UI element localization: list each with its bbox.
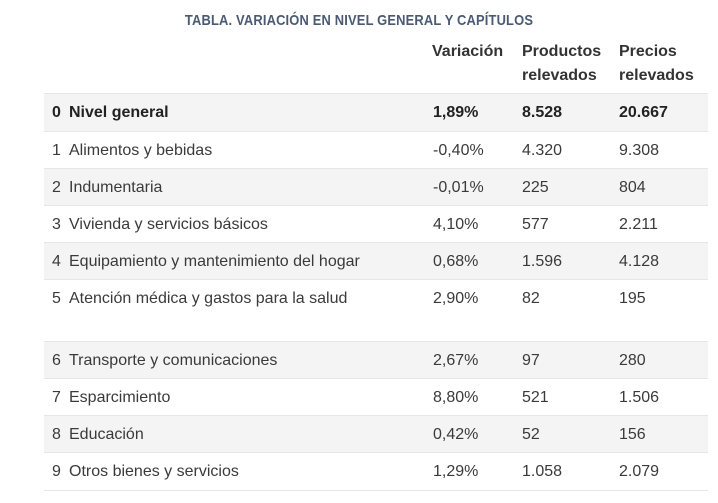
row-productos: 1.596 — [522, 253, 563, 270]
row-precios: 1.506 — [619, 389, 660, 406]
table-row: 4 Equipamiento y mantenimiento del hogar… — [44, 242, 708, 280]
table-row: 5 Atención médica y gastos para la salud… — [44, 279, 708, 317]
row-precios: 195 — [619, 290, 646, 307]
row-variacion: 8,80% — [433, 389, 479, 406]
row-number: 8 — [52, 426, 61, 443]
row-name: Esparcimiento — [69, 389, 171, 406]
table-row: 2 Indumentaria -0,01% 225 804 — [44, 168, 708, 206]
row-precios: 280 — [619, 352, 646, 369]
table-row: 3 Vivienda y servicios básicos 4,10% 577… — [44, 205, 708, 243]
table-row: 6 Transporte y comunicaciones 2,67% 97 2… — [44, 341, 708, 379]
column-header-variacion: Variación — [432, 40, 503, 64]
row-productos: 4.320 — [522, 142, 563, 159]
row-variacion: 2,90% — [433, 290, 479, 307]
row-precios: 156 — [619, 426, 646, 443]
column-header-precios: Precios relevados — [619, 40, 694, 88]
row-name: Atención médica y gastos para la salud — [69, 290, 348, 307]
row-productos: 82 — [522, 290, 540, 307]
row-productos: 8.528 — [522, 104, 563, 121]
row-productos: 225 — [522, 179, 549, 196]
row-productos: 521 — [522, 389, 549, 406]
row-precios: 2.211 — [619, 216, 658, 233]
row-variacion: -0,01% — [433, 179, 484, 196]
row-productos: 1.058 — [522, 463, 563, 480]
column-header-precios-line1: Precios — [619, 43, 677, 60]
row-name: Equipamiento y mantenimiento del hogar — [69, 253, 360, 270]
row-number: 4 — [52, 253, 61, 270]
row-variacion: 1,89% — [433, 104, 479, 121]
column-header-productos-line1: Productos — [522, 43, 602, 60]
column-header-variacion-label: Variación — [432, 43, 504, 60]
row-number: 7 — [52, 389, 61, 406]
column-header-precios-line2: relevados — [619, 67, 694, 84]
row-productos: 52 — [522, 426, 540, 443]
table-row: 7 Esparcimiento 8,80% 521 1.506 — [44, 378, 708, 416]
row-name: Vivienda y servicios básicos — [69, 216, 268, 233]
table-row: 9 Otros bienes y servicios 1,29% 1.058 2… — [44, 452, 708, 490]
row-name: Alimentos y bebidas — [69, 142, 213, 159]
table-bottom-divider — [44, 490, 708, 491]
row-number: 1 — [52, 142, 61, 159]
row-number: 3 — [52, 216, 61, 233]
column-header-productos: Productos relevados — [522, 40, 601, 88]
column-header-productos-line2: relevados — [522, 67, 597, 84]
row-precios: 4.128 — [619, 253, 660, 270]
row-name: Nivel general — [69, 104, 169, 121]
table-row: 8 Educación 0,42% 52 156 — [44, 415, 708, 453]
row-name: Indumentaria — [69, 179, 163, 196]
row-number: 2 — [52, 179, 61, 196]
row-name: Transporte y comunicaciones — [69, 352, 278, 369]
row-variacion: 0,68% — [433, 253, 479, 270]
row-variacion: 0,42% — [433, 426, 479, 443]
row-productos: 97 — [522, 352, 540, 369]
row-number: 9 — [52, 463, 61, 480]
row-precios: 2.079 — [619, 463, 660, 480]
row-name: Educación — [69, 426, 144, 443]
row-precios: 20.667 — [619, 104, 668, 121]
row-number: 6 — [52, 352, 61, 369]
row-number: 5 — [52, 290, 61, 307]
row-number: 0 — [52, 104, 61, 121]
table-row: 0 Nivel general 1,89% 8.528 20.667 — [44, 93, 708, 131]
table-row: 1 Alimentos y bebidas -0,40% 4.320 9.308 — [44, 131, 708, 169]
row-variacion: -0,40% — [433, 142, 484, 159]
row-productos: 577 — [522, 216, 549, 233]
row-name: Otros bienes y servicios — [69, 463, 239, 480]
row-variacion: 2,67% — [433, 352, 479, 369]
row-variacion: 1,29% — [433, 463, 479, 480]
row-precios: 9.308 — [619, 142, 660, 159]
row-variacion: 4,10% — [433, 216, 479, 233]
row-precios: 804 — [619, 179, 646, 196]
table-title: TABLA. VARIACIÓN EN NIVEL GENERAL Y CAPÍ… — [184, 12, 534, 29]
